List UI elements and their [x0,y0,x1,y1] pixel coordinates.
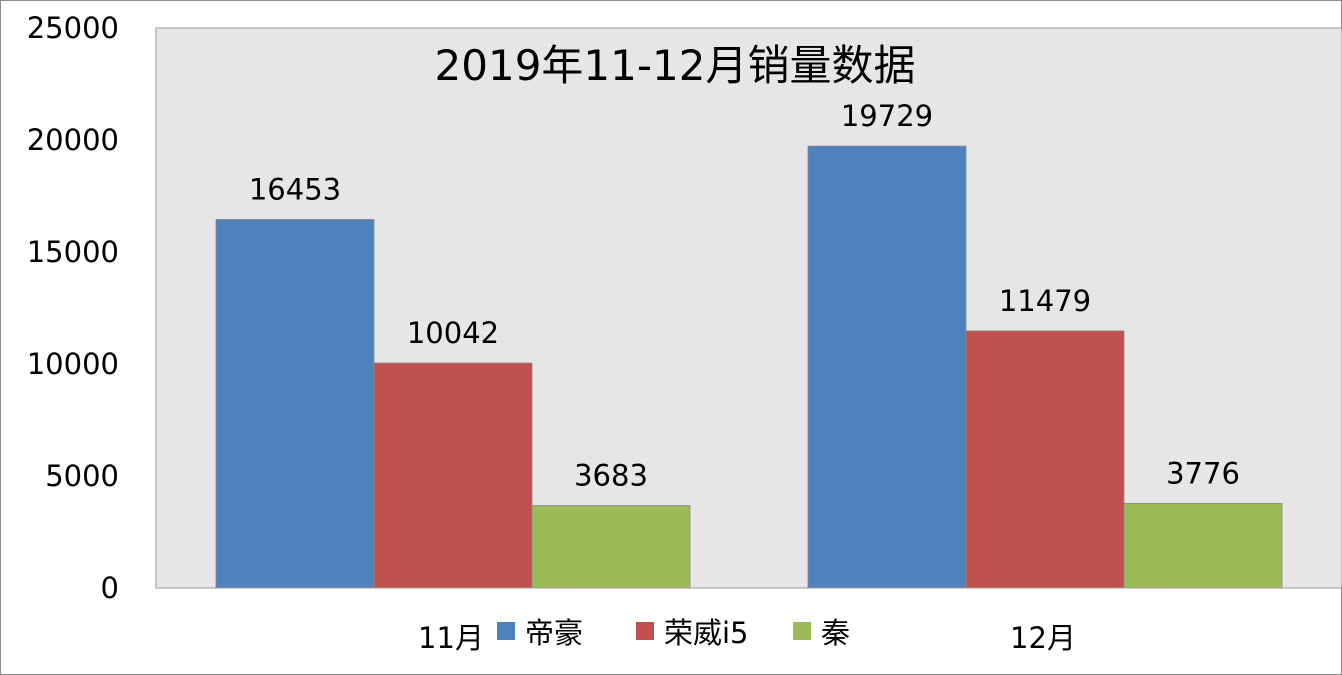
bars [215,145,1283,589]
bar [531,505,691,589]
legend-label: 秦 [821,616,850,650]
legend-label: 帝豪 [525,616,583,650]
data-label: 10042 [407,316,499,350]
y-tick-label: 10000 [27,347,119,381]
y-axis-ticks: 0 5000 10000 15000 20000 25000 [27,11,119,605]
category-label: 11月 [418,621,484,655]
data-labels: 16453 10042 3683 19729 11479 3776 [249,99,1240,492]
data-label: 3683 [574,459,648,493]
chart-title: 2019年11-12月销量数据 [435,41,916,90]
data-label: 3776 [1166,456,1240,490]
legend-swatch [636,622,654,640]
bar [1123,503,1283,589]
legend-swatch [793,622,811,640]
y-tick-label: 5000 [45,459,119,493]
bar [373,362,533,589]
legend: 帝豪 荣威i5 秦 [497,616,850,650]
category-label: 12月 [1010,621,1076,655]
y-tick-label: 25000 [27,11,119,45]
category-labels: 11月 12月 [418,621,1076,655]
data-label: 11479 [999,284,1091,318]
data-label: 19729 [841,99,933,133]
legend-swatch [497,622,515,640]
bar [807,145,967,589]
y-tick-label: 15000 [27,235,119,269]
bar [965,330,1125,589]
bar [215,219,375,589]
data-label: 16453 [249,172,341,206]
y-tick-label: 0 [101,571,119,605]
y-tick-label: 20000 [27,123,119,157]
legend-label: 荣威i5 [664,616,749,650]
